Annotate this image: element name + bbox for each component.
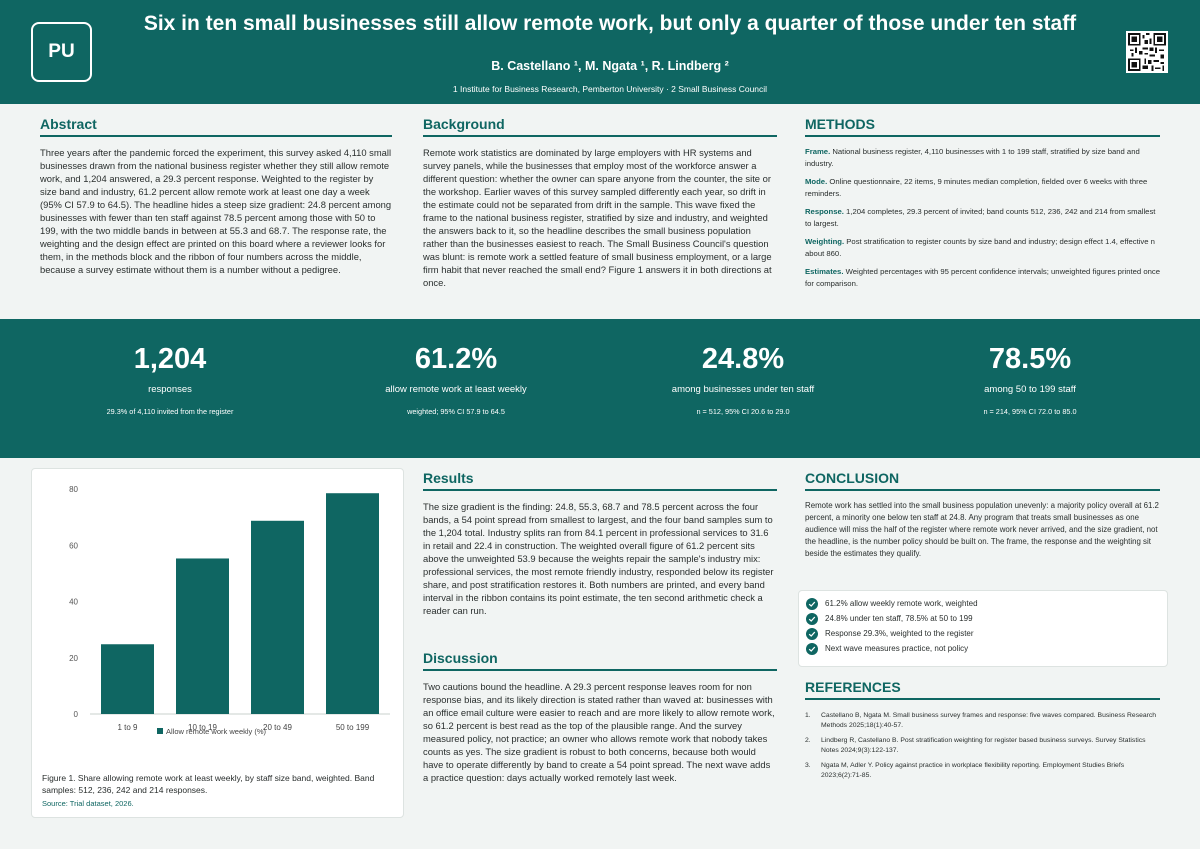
conclusion-text: Remote work has settled into the small b… <box>805 501 1159 558</box>
stat-note: n = 512, 95% CI 20.6 to 29.0 <box>696 407 790 416</box>
methods-item: Frame. National business register, 4,110… <box>805 147 1140 168</box>
background-title: Background <box>423 116 777 137</box>
stat-value: 78.5% <box>988 343 1072 375</box>
methods-item: Response. 1,204 completes, 29.3 percent … <box>805 207 1156 228</box>
figure-card: 0 20 40 60 80 1 to 9 10 to 19 20 to 49 50 to 199… <box>31 468 404 818</box>
results-section: Results The size gradient is the finding… <box>423 470 777 617</box>
reference-item: 2. Lindberg R, Castellano B. Post stratif… <box>805 737 1146 754</box>
affiliations: 1 Institute for Business Research, Pembe… <box>452 84 768 94</box>
stat-label: among businesses under ten staff <box>671 384 815 395</box>
x-tick-label: 50 to 199 <box>336 723 370 732</box>
key-point: 24.8% under ten staff, 78.5% at 50 to 19… <box>806 611 1167 626</box>
stat-note: weighted; 95% CI 57.9 to 64.5 <box>407 407 505 416</box>
methods-item: Weighting. Post stratification to regist… <box>805 237 1155 258</box>
check-icon <box>806 627 818 640</box>
stat-label: among 50 to 199 staff <box>984 384 1076 395</box>
check-icon <box>806 597 818 610</box>
reference-item: 1. Castellano B, Ngata M. Small business … <box>805 712 1157 729</box>
stat-label: allow remote work at least weekly <box>385 384 527 395</box>
x-tick-label: 20 to 49 <box>263 723 292 732</box>
abstract-text: Three years after the pandemic forced th… <box>40 147 392 275</box>
references-section: REFERENCES 1. Castellano B, Ngata M. Smal… <box>805 679 1160 786</box>
key-point: Next wave measures practice, not policy <box>806 641 1167 656</box>
y-tick-label: 60 <box>69 541 78 550</box>
bar <box>251 520 304 714</box>
abstract-section: Abstract Three years after the pandemic … <box>40 116 392 276</box>
bar-chart: 0 20 40 60 80 1 to 9 10 to 19 20 to 49 50 to 199… <box>69 485 390 736</box>
conclusion-section: CONCLUSION Remote work has settled into … <box>805 470 1160 560</box>
bar <box>326 493 379 714</box>
y-tick-label: 40 <box>69 598 78 607</box>
references-list: 1. Castellano B, Ngata M. Small business … <box>805 709 1160 781</box>
figure-source: Source: Trial dataset, 2026. <box>42 799 134 808</box>
key-points-box: 61.2% allow weekly remote work, weighted… <box>798 590 1168 667</box>
check-icon <box>806 642 818 655</box>
figure-caption: Figure 1. Share allowing remote work at … <box>42 773 375 795</box>
check-icon <box>806 612 818 625</box>
bar <box>176 558 229 714</box>
qr-code-icon[interactable] <box>1126 31 1168 73</box>
abstract-title: Abstract <box>40 116 392 137</box>
bar <box>101 644 154 714</box>
key-numbers-ribbon: 1,204 responses 29.3% of 4,110 invited f… <box>0 319 1200 458</box>
methods-item: Estimates. Weighted percentages with 95 … <box>805 267 1160 288</box>
key-point: Response 29.3%, weighted to the register <box>806 626 1167 641</box>
legend-label: Allow remote work weekly (%) <box>166 727 267 736</box>
results-title: Results <box>423 470 777 491</box>
stat-note: 29.3% of 4,110 invited from the register <box>106 407 234 416</box>
poster-header: PU Six in ten small businesses still all… <box>0 0 1200 104</box>
legend-swatch <box>157 728 163 734</box>
methods-item: Mode. Online questionnaire, 22 items, 9 … <box>805 177 1148 198</box>
discussion-title: Discussion <box>423 650 777 671</box>
university-logo: PU <box>31 22 92 82</box>
key-point: 61.2% allow weekly remote work, weighted <box>806 596 1167 611</box>
stat-label: responses <box>148 384 192 395</box>
references-title: REFERENCES <box>805 679 1160 700</box>
authors: B. Castellano ¹, M. Ngata ¹, R. Lindberg… <box>491 59 729 73</box>
conclusion-title: CONCLUSION <box>805 470 1160 491</box>
x-tick-label: 10 to 19 <box>188 723 217 732</box>
stat-value: 24.8% <box>701 343 785 375</box>
methods-section: METHODS Frame. National business registe… <box>805 116 1160 296</box>
y-tick-label: 80 <box>69 485 78 494</box>
poster-title: Six in ten small businesses still allow … <box>143 12 1077 35</box>
stat-note: n = 214, 95% CI 72.0 to 85.0 <box>983 407 1077 416</box>
background-section: Background Remote work statistics are do… <box>423 116 777 289</box>
discussion-text: Two cautions bound the headline. A 29.3 … <box>423 681 775 783</box>
reference-item: 3. Ngata M, Adler Y. Policy against pract… <box>805 762 1125 779</box>
results-text: The size gradient is the finding: 24.8, … <box>423 501 774 616</box>
discussion-section: Discussion Two cautions bound the headli… <box>423 650 777 784</box>
x-tick-label: 1 to 9 <box>117 723 138 732</box>
stat-value: 61.2% <box>414 343 498 375</box>
background-text: Remote work statistics are dominated by … <box>423 147 772 288</box>
y-tick-label: 20 <box>69 654 78 663</box>
methods-title: METHODS <box>805 116 1160 137</box>
stat-value: 1,204 <box>133 343 207 375</box>
y-tick-label: 0 <box>74 710 79 719</box>
